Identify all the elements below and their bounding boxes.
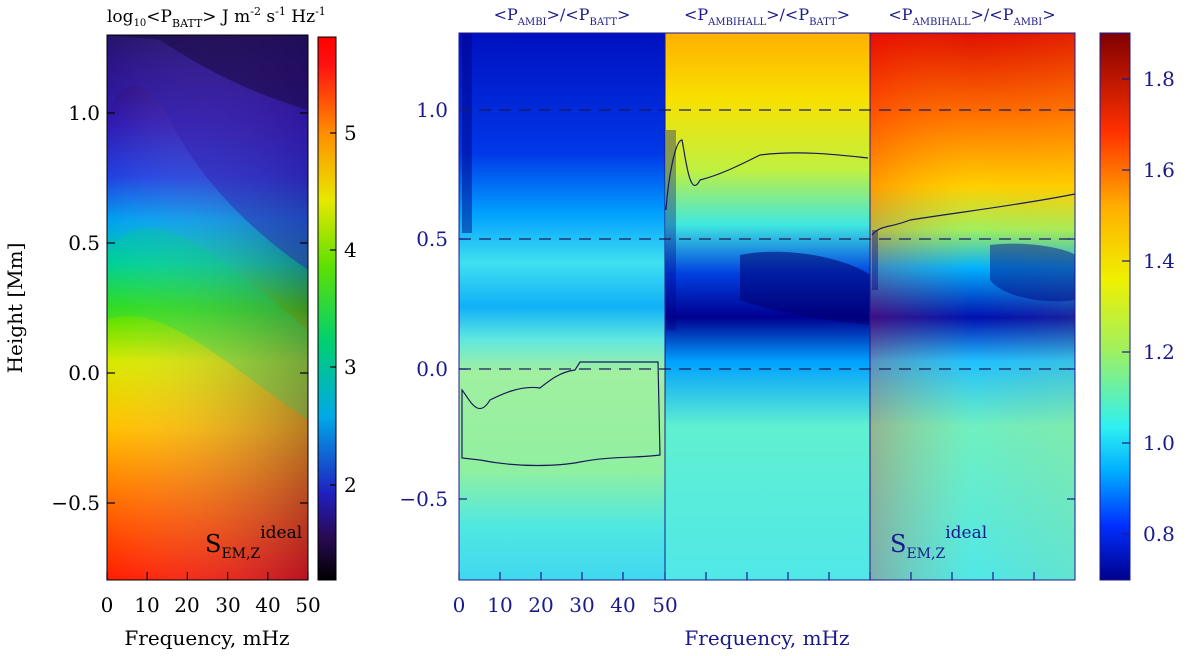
- left-panel-label: SEM,Zideal: [205, 523, 302, 562]
- right-panel-label: SEM,Zideal: [890, 523, 987, 562]
- left-title: log10<PBATT> J m-2 s-1 Hz-1: [107, 5, 326, 30]
- right-colorbar-ticks: [1122, 78, 1130, 535]
- left-ytick-0.0: 0.0: [68, 361, 100, 385]
- left-xtick-40: 40: [255, 593, 280, 617]
- left-y-axis-label: Height [Mm]: [3, 243, 27, 374]
- right-y-ticks: [459, 109, 1075, 500]
- right-plot-frame: [458, 32, 1076, 581]
- right-colorbar-tick-1.6: 1.6: [1143, 158, 1175, 182]
- right-x-axis-label: Frequency, mHz: [684, 626, 849, 650]
- left-colorbar-tick-2: 2: [344, 473, 357, 497]
- right-ytick-0.5: 0.5: [416, 227, 448, 251]
- right-colorbar-tick-1.2: 1.2: [1143, 340, 1175, 364]
- contour-lines: [461, 139, 1076, 467]
- left-x-ticks: [106, 572, 309, 580]
- right-colorbar-tick-1.8: 1.8: [1143, 67, 1175, 91]
- left-x-axis-label: Frequency, mHz: [124, 626, 289, 650]
- right-colorbar-tick-1.0: 1.0: [1143, 431, 1175, 455]
- left-xtick-20: 20: [174, 593, 199, 617]
- left-plot-frame: [106, 34, 309, 581]
- right-ytick-0.0: 0.0: [416, 357, 448, 381]
- left-colorbar-tick-4: 4: [344, 238, 357, 262]
- left-colorbar-ticks: [330, 132, 336, 486]
- subpanel-1-map: [459, 33, 665, 580]
- right-xtick-50: 50: [652, 593, 677, 617]
- left-colorbar: [317, 36, 337, 581]
- left-ytick-0.5: 0.5: [68, 231, 100, 255]
- left-xtick-0: 0: [101, 593, 114, 617]
- reference-lines: [459, 109, 1075, 370]
- left-colorbar-tick-3: 3: [344, 355, 357, 379]
- left-xtick-10: 10: [134, 593, 159, 617]
- right-xtick-20: 20: [528, 593, 553, 617]
- right-colorbar-tick-1.4: 1.4: [1143, 249, 1175, 273]
- left-y-ticks: [107, 112, 308, 504]
- left-xtick-30: 30: [215, 593, 240, 617]
- left-heatmap: [107, 35, 308, 580]
- left-xtick-50: 50: [295, 593, 320, 617]
- right-xtick-10: 10: [487, 593, 512, 617]
- right-x-ticks: [458, 572, 1035, 580]
- right-heatmaps: [459, 33, 1075, 580]
- subpanel-2-title: <PAMBIHALL>/<PBATT>: [684, 5, 850, 28]
- right-colorbar: [1099, 32, 1131, 581]
- subpanel-1-title: <PAMBI>/<PBATT>: [494, 5, 631, 28]
- right-xtick-30: 30: [569, 593, 594, 617]
- right-xtick-0: 0: [453, 593, 466, 617]
- left-colorbar-tick-5: 5: [344, 121, 357, 145]
- left-ytick--0.5: −0.5: [51, 491, 100, 515]
- left-ytick-1.0: 1.0: [68, 101, 100, 125]
- right-ytick--0.5: −0.5: [399, 487, 448, 511]
- right-ytick-1.0: 1.0: [416, 98, 448, 122]
- subpanel-3-title: <PAMBIHALL>/<PAMBI>: [888, 5, 1055, 28]
- right-colorbar-tick-0.8: 0.8: [1143, 522, 1175, 546]
- right-xtick-40: 40: [610, 593, 635, 617]
